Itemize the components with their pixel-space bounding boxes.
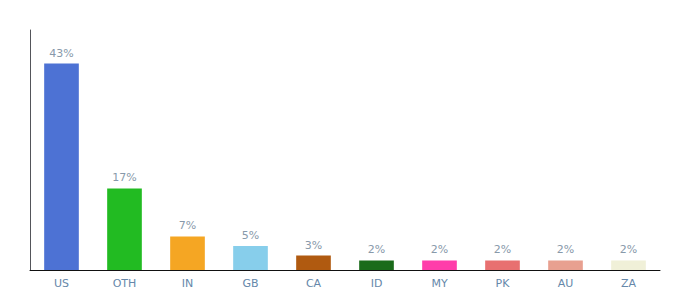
svg-text:43%: 43% (49, 47, 73, 60)
svg-text:2%: 2% (494, 243, 511, 256)
svg-text:3%: 3% (305, 239, 322, 252)
svg-text:US: US (54, 277, 69, 290)
svg-text:ID: ID (371, 277, 383, 290)
svg-text:IN: IN (182, 277, 193, 290)
svg-text:2%: 2% (368, 243, 385, 256)
svg-text:CA: CA (306, 277, 322, 290)
svg-text:OTH: OTH (113, 277, 137, 290)
svg-text:2%: 2% (431, 243, 448, 256)
svg-text:2%: 2% (557, 243, 574, 256)
svg-text:AU: AU (558, 277, 574, 290)
svg-text:17%: 17% (112, 171, 136, 184)
svg-text:ZA: ZA (621, 277, 637, 290)
svg-text:2%: 2% (620, 243, 637, 256)
svg-text:GB: GB (242, 277, 258, 290)
svg-text:7%: 7% (179, 219, 196, 232)
svg-text:MY: MY (431, 277, 447, 290)
svg-text:5%: 5% (242, 229, 259, 242)
svg-text:PK: PK (496, 277, 511, 290)
